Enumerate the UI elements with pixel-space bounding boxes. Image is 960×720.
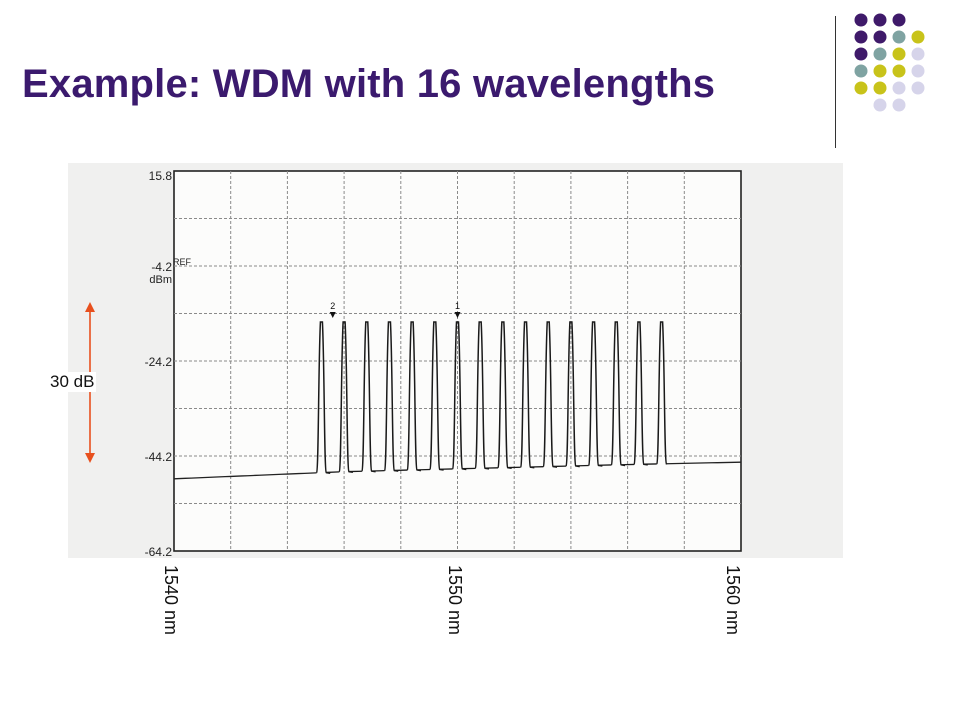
- decorative-dot: [892, 47, 906, 61]
- y-tick-label: -64.2: [145, 545, 173, 559]
- decorative-dot: [911, 64, 925, 78]
- channel-peak: [588, 321, 603, 467]
- x-tick-label-1550: 1550 nm: [445, 565, 465, 636]
- y-tick-label: -4.2: [151, 260, 172, 274]
- decorative-dot: [873, 13, 887, 27]
- y-tick-label: -24.2: [145, 355, 173, 369]
- channel-peak: [406, 321, 422, 472]
- decorative-dot: [873, 30, 887, 44]
- peak-marker: [329, 312, 336, 319]
- channel-peak: [429, 321, 444, 471]
- peak-marker-label: 2: [330, 301, 335, 311]
- y-unit-label: dBm: [149, 274, 172, 286]
- range-arrow-head-down: [85, 453, 95, 463]
- decorative-dot: [911, 47, 925, 61]
- decorative-dot: [911, 30, 925, 44]
- decorative-dot: [892, 64, 906, 78]
- channel-peak: [315, 321, 331, 474]
- x-tick-label-1560: 1560 nm: [723, 565, 743, 636]
- noise-floor-right: [666, 461, 742, 465]
- peak-marker-label: 1: [455, 301, 460, 311]
- x-tick-label-1540: 1540 nm: [161, 565, 181, 636]
- slide-title: Example: WDM with 16 wavelengths: [22, 62, 716, 106]
- decorative-dot: [873, 98, 887, 112]
- channel-peak: [497, 321, 512, 470]
- channel-peak: [565, 321, 580, 468]
- ref-label: REF: [173, 257, 192, 267]
- decorative-dot: [854, 47, 868, 61]
- channel-peak: [474, 321, 490, 470]
- channel-peak: [338, 321, 354, 474]
- channel-peak: [610, 321, 626, 467]
- channel-peak: [519, 321, 535, 469]
- decorative-dot: [873, 47, 887, 61]
- channel-peak: [656, 321, 668, 465]
- decorative-dot: [892, 98, 906, 112]
- decorative-dot: [911, 81, 925, 95]
- channel-peak: [542, 321, 558, 468]
- range-arrow-head-up: [85, 302, 95, 312]
- title-divider: [835, 16, 836, 148]
- channel-peak: [633, 321, 648, 466]
- y-tick-label: 15.8: [149, 169, 173, 183]
- decorative-dot: [854, 81, 868, 95]
- decorative-dot: [854, 64, 868, 78]
- decorative-dot: [854, 30, 868, 44]
- range-label: 30 dB: [48, 372, 97, 392]
- decorative-dot: [873, 64, 887, 78]
- peak-marker: [454, 312, 461, 319]
- decorative-dot: [892, 81, 906, 95]
- y-tick-label: -44.2: [145, 450, 173, 464]
- channel-peak: [451, 321, 467, 471]
- decorative-dot: [854, 13, 868, 27]
- decorative-dot: [892, 13, 906, 27]
- decorative-dot: [892, 30, 906, 44]
- noise-floor-left: [173, 472, 317, 480]
- channel-peak: [361, 321, 376, 473]
- decorative-dot: [873, 81, 887, 95]
- channel-trough: [326, 471, 340, 474]
- channel-peak: [383, 321, 399, 472]
